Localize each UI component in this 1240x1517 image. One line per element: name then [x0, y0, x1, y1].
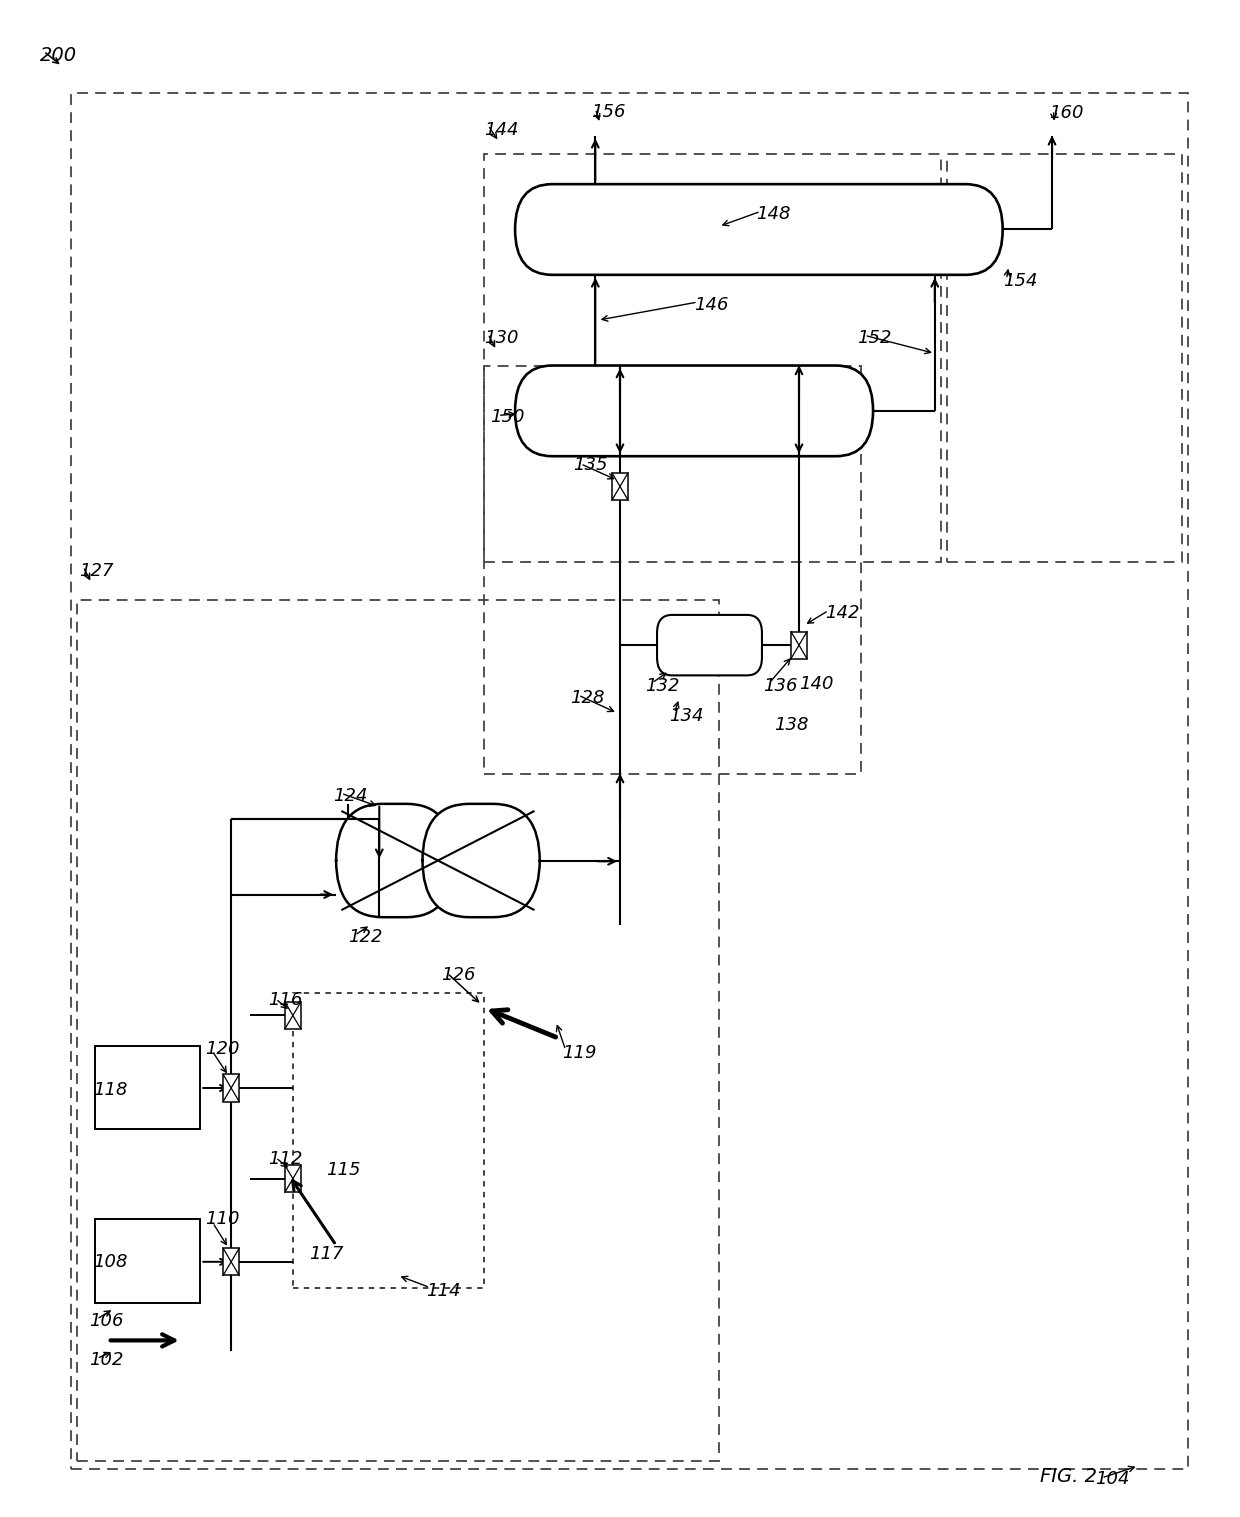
Text: 142: 142 — [825, 604, 859, 622]
Text: 119: 119 — [562, 1044, 596, 1062]
Text: 132: 132 — [645, 677, 680, 695]
Bar — [285, 1165, 301, 1192]
Text: 130: 130 — [484, 329, 518, 347]
Text: 140: 140 — [799, 675, 833, 693]
Text: 200: 200 — [40, 46, 77, 65]
Text: 150: 150 — [490, 408, 525, 426]
Bar — [285, 1001, 301, 1029]
FancyBboxPatch shape — [657, 614, 761, 675]
Text: 108: 108 — [93, 1253, 128, 1271]
Text: 160: 160 — [1049, 105, 1084, 121]
Text: 116: 116 — [268, 991, 303, 1009]
FancyBboxPatch shape — [515, 366, 873, 457]
Text: 146: 146 — [694, 296, 729, 314]
Text: 104: 104 — [1095, 1470, 1130, 1488]
Text: 122: 122 — [348, 928, 383, 947]
Bar — [223, 1074, 239, 1101]
FancyBboxPatch shape — [515, 184, 1003, 275]
Text: 124: 124 — [334, 787, 368, 806]
Text: 148: 148 — [756, 205, 790, 223]
Text: 144: 144 — [484, 121, 518, 138]
Text: 134: 134 — [670, 707, 704, 725]
Text: 156: 156 — [591, 103, 626, 121]
Text: 138: 138 — [774, 716, 808, 734]
Bar — [947, 153, 1182, 561]
Bar — [484, 366, 861, 774]
Bar — [77, 599, 719, 1461]
Bar — [293, 992, 484, 1288]
Bar — [95, 1220, 201, 1303]
Text: 154: 154 — [1003, 272, 1037, 290]
Text: 114: 114 — [427, 1282, 461, 1300]
FancyBboxPatch shape — [423, 804, 539, 918]
FancyBboxPatch shape — [336, 804, 454, 918]
Bar — [223, 1248, 239, 1276]
Text: 135: 135 — [573, 457, 608, 475]
Text: 115: 115 — [326, 1161, 361, 1179]
Bar — [613, 473, 627, 501]
Text: 106: 106 — [89, 1312, 124, 1330]
Text: 120: 120 — [206, 1039, 239, 1057]
Bar — [791, 631, 807, 658]
Text: 117: 117 — [309, 1245, 343, 1264]
Text: 102: 102 — [89, 1352, 124, 1368]
Text: 136: 136 — [763, 677, 797, 695]
Text: 112: 112 — [268, 1150, 303, 1168]
Text: 118: 118 — [93, 1080, 128, 1098]
Text: 110: 110 — [206, 1211, 239, 1229]
Bar — [484, 153, 941, 561]
Text: 126: 126 — [441, 966, 475, 983]
Text: 128: 128 — [570, 689, 605, 707]
Text: 152: 152 — [857, 329, 892, 347]
Text: FIG. 2: FIG. 2 — [1039, 1467, 1096, 1487]
Text: 127: 127 — [79, 563, 114, 579]
Bar — [95, 1045, 201, 1129]
